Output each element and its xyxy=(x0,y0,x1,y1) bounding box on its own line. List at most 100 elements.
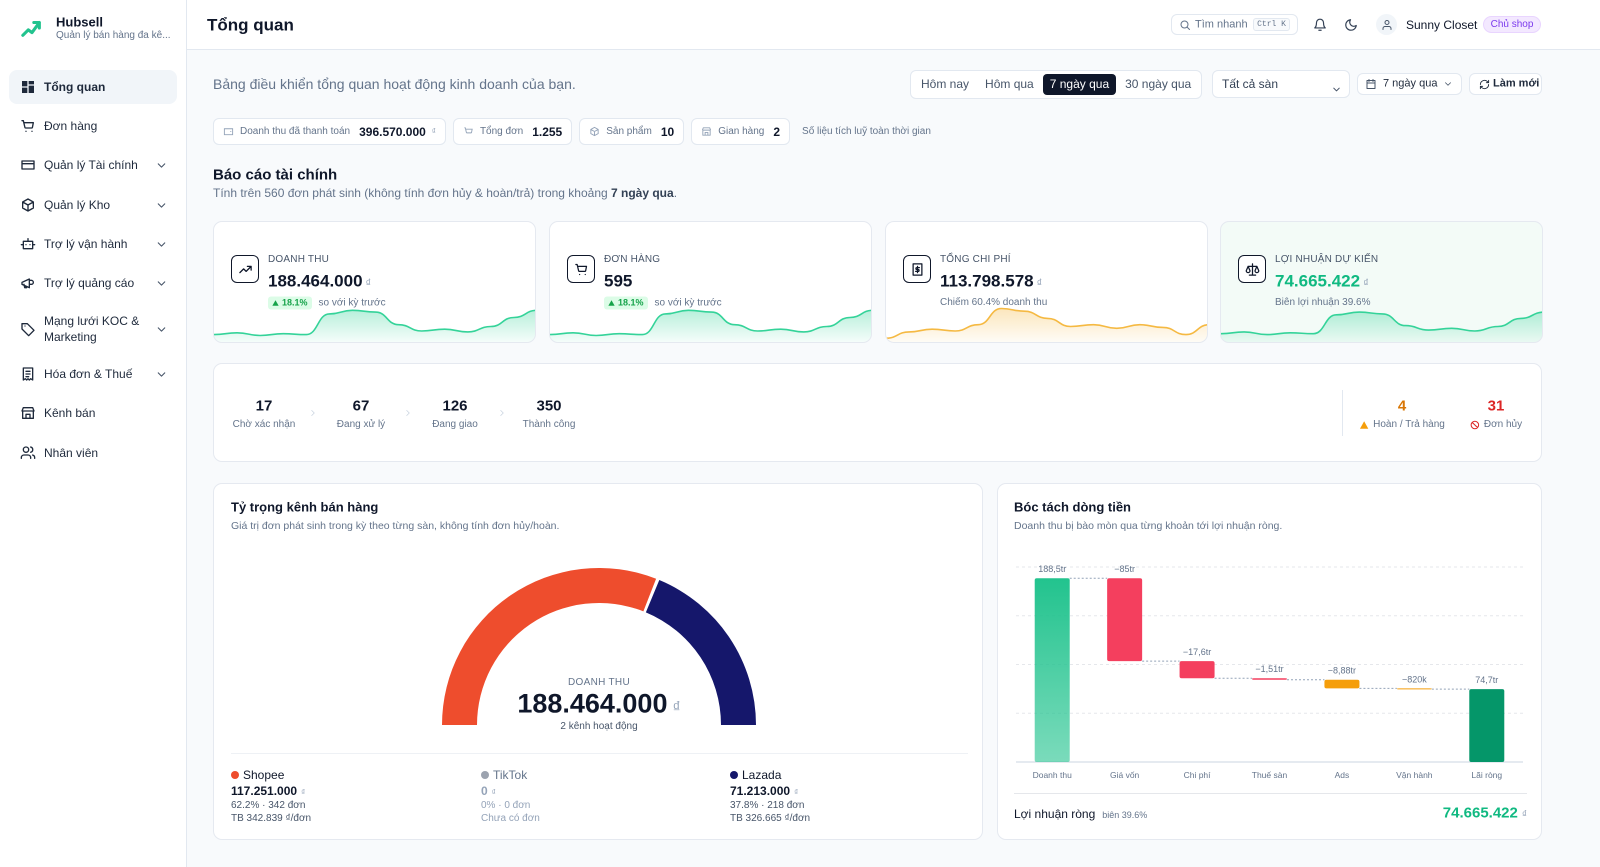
gauge-segment xyxy=(442,567,657,725)
kpi-card: TỔNG CHI PHÍ 113.798.578 ₫ Chiếm 60.4% doan… xyxy=(885,221,1208,343)
change-arrow-shape xyxy=(608,300,615,306)
legend-dot xyxy=(231,771,239,779)
gauge-value: 188.464.000 xyxy=(517,688,668,719)
issue-icon xyxy=(1470,420,1480,430)
channel-share: 62.2% · 342 đơn xyxy=(231,800,306,811)
order-count: 350 xyxy=(536,397,562,415)
user-icon-path xyxy=(1382,19,1391,30)
step-arrow-path xyxy=(406,410,410,416)
x-tick-label: Chi phí xyxy=(1184,770,1212,780)
order-count: 126 xyxy=(442,397,468,415)
chip-value: 1.255 xyxy=(532,124,563,139)
waterfall-bar xyxy=(1107,578,1143,662)
summary-chip: Doanh thu đã thanh toán 396.570.000 ₫ xyxy=(213,118,446,145)
chip-value: 10 xyxy=(660,124,675,139)
nav-icon-path xyxy=(21,278,34,289)
x-tick-label: Vận hành xyxy=(1396,770,1433,780)
order-label: Đang xử lý xyxy=(336,419,386,430)
nav-icon xyxy=(22,367,34,381)
change-badge: 18.1% xyxy=(268,296,312,310)
nav-label: Quản lý Tài chính xyxy=(44,158,138,172)
refresh-button[interactable] xyxy=(1469,73,1542,95)
channel-name: Lazada xyxy=(742,768,782,782)
range-button[interactable]: Hôm qua xyxy=(985,77,1034,91)
channel-value: 0 xyxy=(481,784,488,798)
order-count: 67 xyxy=(352,397,370,415)
refresh-icon-path xyxy=(1479,79,1489,89)
order-status-card: 17 Chờ xác nhận 67 Đang xử lý 126 Đang giao 35… xyxy=(213,363,1542,462)
nav-icon-path xyxy=(21,323,35,337)
panel-subtitle: Giá trị đơn phát sinh trong kỳ theo từng… xyxy=(231,519,560,532)
waterfall-bar xyxy=(1324,679,1360,689)
nav-icon xyxy=(21,407,35,419)
platform-select[interactable] xyxy=(1212,70,1350,98)
sparkline xyxy=(886,307,1207,342)
kpi-icon-path xyxy=(912,262,922,276)
chip-icon xyxy=(702,127,712,136)
bar-value-label: −820k xyxy=(1402,674,1427,684)
nav-chevron xyxy=(157,371,165,377)
kpi-icon xyxy=(912,262,922,276)
sparkline xyxy=(550,309,871,342)
chip-label: Doanh thu đã thanh toán xyxy=(240,125,351,137)
search-icon-path xyxy=(1180,20,1190,30)
range-button[interactable]: Hôm nay xyxy=(921,77,970,91)
kpi-icon-path xyxy=(238,265,252,273)
step-arrow xyxy=(310,410,315,416)
search-placeholder: Tìm nhanh xyxy=(1195,18,1248,30)
footer-margin: biên 39.6% xyxy=(1102,810,1148,820)
nav-icon-path xyxy=(22,367,34,381)
nav-chevron-path xyxy=(157,241,165,247)
change-arrow-shape xyxy=(272,300,279,306)
kpi-value: 188.464.000 xyxy=(268,271,363,291)
kpi-label: DOANH THU xyxy=(268,254,330,265)
panel-title: Tỷ trọng kênh bán hàng xyxy=(231,499,379,515)
range-button[interactable]: 7 ngày qua xyxy=(1042,74,1117,95)
shortcut-key xyxy=(1253,18,1290,31)
step-arrow xyxy=(406,410,410,416)
brand-name: Hubsell xyxy=(56,14,103,30)
notification-button[interactable] xyxy=(1313,18,1327,32)
sparkline xyxy=(1221,311,1542,342)
sparkline-area xyxy=(1221,312,1542,342)
change-arrow xyxy=(608,300,615,306)
x-tick-label: Doanh thu xyxy=(1033,770,1072,780)
issue-count: 31 xyxy=(1487,397,1505,415)
kpi-change-row: 18.1% so với kỳ trước xyxy=(604,296,722,310)
theme-button-path xyxy=(1345,18,1357,31)
user-name: Sunny Closet xyxy=(1406,17,1478,32)
change-text: so với kỳ trước xyxy=(654,297,722,308)
issue-label: Hoàn / Trả hàng xyxy=(1373,419,1445,430)
channel-average: TB 342.839 ₫/đơn xyxy=(231,813,312,824)
subtitle-text: Tính trên 560 đơn phát sinh (không tính … xyxy=(213,186,611,200)
chip-icon xyxy=(590,126,599,137)
kpi-label: TỔNG CHI PHÍ xyxy=(940,254,1011,265)
nav-icon-path xyxy=(21,407,35,419)
nav-label: Hóa đơn & Thuế xyxy=(44,367,133,381)
subtitle-end: . xyxy=(673,186,678,200)
range-button[interactable]: 30 ngày qua xyxy=(1125,77,1192,91)
channel-panel: Tỷ trọng kênh bán hàng Giá trị đơn phát s… xyxy=(213,483,983,840)
sparkline-line xyxy=(550,309,871,337)
gauge-segment xyxy=(645,580,756,725)
panel-subtitle: Doanh thu bị bào mòn qua từng khoản tới … xyxy=(1014,519,1283,532)
nav-label: Trợ lý quảng cáo xyxy=(44,276,135,290)
change-value: 18.1% xyxy=(618,297,644,308)
x-tick-label: Lãi ròng xyxy=(1471,770,1502,780)
kpi-label: LỢI NHUẬN DỰ KIẾN xyxy=(1275,254,1379,265)
sparkline-area xyxy=(886,308,1207,342)
nav-chevron xyxy=(157,162,165,168)
theme-button[interactable] xyxy=(1344,18,1358,32)
nav-item[interactable] xyxy=(9,70,177,104)
kpi-value-row: 74.665.422 ₫ xyxy=(1275,273,1369,290)
waterfall-bar xyxy=(1469,689,1505,762)
date-button[interactable] xyxy=(1357,73,1462,95)
calendar-icon xyxy=(1366,79,1376,89)
platform-value: Tất cả sàn xyxy=(1222,77,1279,91)
footer-divider xyxy=(1014,793,1527,794)
kpi-card: DOANH THU 188.464.000 ₫ 18.1% so với kỳ trướ… xyxy=(213,221,536,343)
nav-chevron-path xyxy=(157,202,165,208)
role-text: Chủ shop xyxy=(1490,18,1534,30)
chip-icon-path xyxy=(590,126,599,137)
